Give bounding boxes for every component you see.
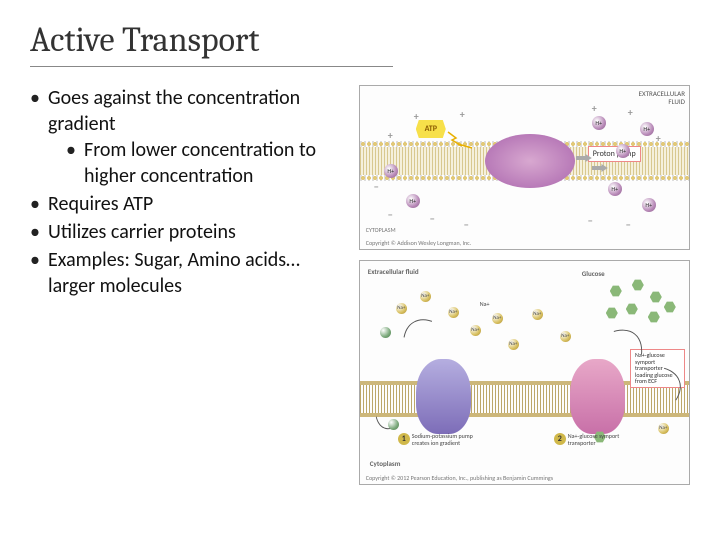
figure-sodium-glucose: Extracellular fluid Glucose Na+-glucose … [359, 260, 690, 485]
na-label: Na+ [480, 301, 490, 308]
sodium-ion: Na+ [448, 307, 459, 318]
minus-charge: − [374, 180, 379, 193]
slide: Active Transport Goes against the concen… [0, 0, 720, 540]
content-row: Goes against the concentration gradientF… [30, 85, 690, 485]
potassium-ion [380, 327, 391, 338]
label-cytoplasm: CYTOPLASM [366, 226, 396, 234]
glucose-molecule [610, 285, 622, 297]
bullet-item: Utilizes carrier proteins [30, 219, 347, 245]
sodium-ion: Na+ [470, 325, 481, 336]
bullet-item: From lower concentration to higher conce… [66, 137, 347, 189]
bullet-item: Requires ATP [30, 191, 347, 217]
lightning-icon [446, 130, 476, 150]
label-proton-pump: Proton pump [588, 146, 641, 162]
copyright-text-2: Copyright © 2012 Pearson Education, Inc.… [366, 474, 553, 482]
hydrogen-ion: H+ [642, 198, 656, 212]
minus-charge: − [388, 208, 393, 221]
sodium-ion: Na+ [396, 303, 407, 314]
sodium-ion: Na+ [658, 423, 669, 434]
bullet-item: Goes against the concentration gradientF… [30, 85, 347, 189]
glucose-molecule [626, 303, 638, 315]
plus-charge: + [592, 102, 597, 115]
glucose-molecule [632, 279, 644, 291]
step-marker: 2 [554, 433, 566, 445]
label-ecf: Extracellular fluid [368, 267, 419, 276]
sodium-ion: Na+ [508, 339, 519, 350]
bullet-item: Examples: Sugar, Amino acids… larger mol… [30, 247, 347, 299]
minus-charge: − [626, 218, 631, 231]
sodium-ion: Na+ [532, 309, 543, 320]
glucose-molecule [606, 307, 618, 319]
sodium-ion: Na+ [492, 313, 503, 324]
hydrogen-ion: H+ [608, 182, 622, 196]
page-title: Active Transport [30, 20, 393, 60]
step-marker: 1 [398, 433, 410, 445]
figures-column: EXTRACELLULAR FLUID ATP Proton pump CYTO… [359, 85, 690, 485]
hydrogen-ion: H+ [640, 122, 654, 136]
bullet-list: Goes against the concentration gradientF… [30, 85, 347, 485]
minus-charge: − [588, 214, 593, 227]
proton-pump-protein [485, 134, 575, 188]
sodium-ion: Na+ [560, 331, 571, 342]
label-glucose: Glucose [582, 269, 605, 278]
atp-molecule: ATP [416, 120, 446, 138]
sodium-ion: Na+ [420, 291, 431, 302]
label-cytoplasm-2: Cytoplasm [370, 460, 401, 468]
minus-charge: − [464, 218, 469, 231]
hydrogen-ion: H+ [384, 164, 398, 178]
title-underline: Active Transport [30, 20, 393, 67]
glucose-molecule [648, 311, 660, 323]
figure-proton-pump: EXTRACELLULAR FLUID ATP Proton pump CYTO… [359, 85, 690, 250]
plus-charge: + [460, 108, 465, 121]
plus-charge: + [414, 110, 419, 123]
glucose-molecule [650, 291, 662, 303]
glucose-molecule [664, 301, 676, 313]
plus-charge: + [628, 106, 633, 119]
hydrogen-ion: H+ [406, 194, 420, 208]
copyright-text: Copyright © Addison Wesley Longman, Inc. [366, 239, 471, 247]
hydrogen-ion: H+ [616, 144, 630, 158]
plus-charge: + [388, 129, 393, 142]
minus-charge: − [430, 212, 435, 225]
caption-step-2: Na+-glucose symport transporter [568, 433, 640, 446]
caption-step-1: Sodium-potassium pump creates ion gradie… [412, 433, 484, 446]
plus-charge: + [656, 132, 661, 145]
hydrogen-ion: H+ [592, 116, 606, 130]
potassium-ion [388, 419, 399, 430]
label-extracellular: EXTRACELLULAR FLUID [639, 90, 685, 105]
